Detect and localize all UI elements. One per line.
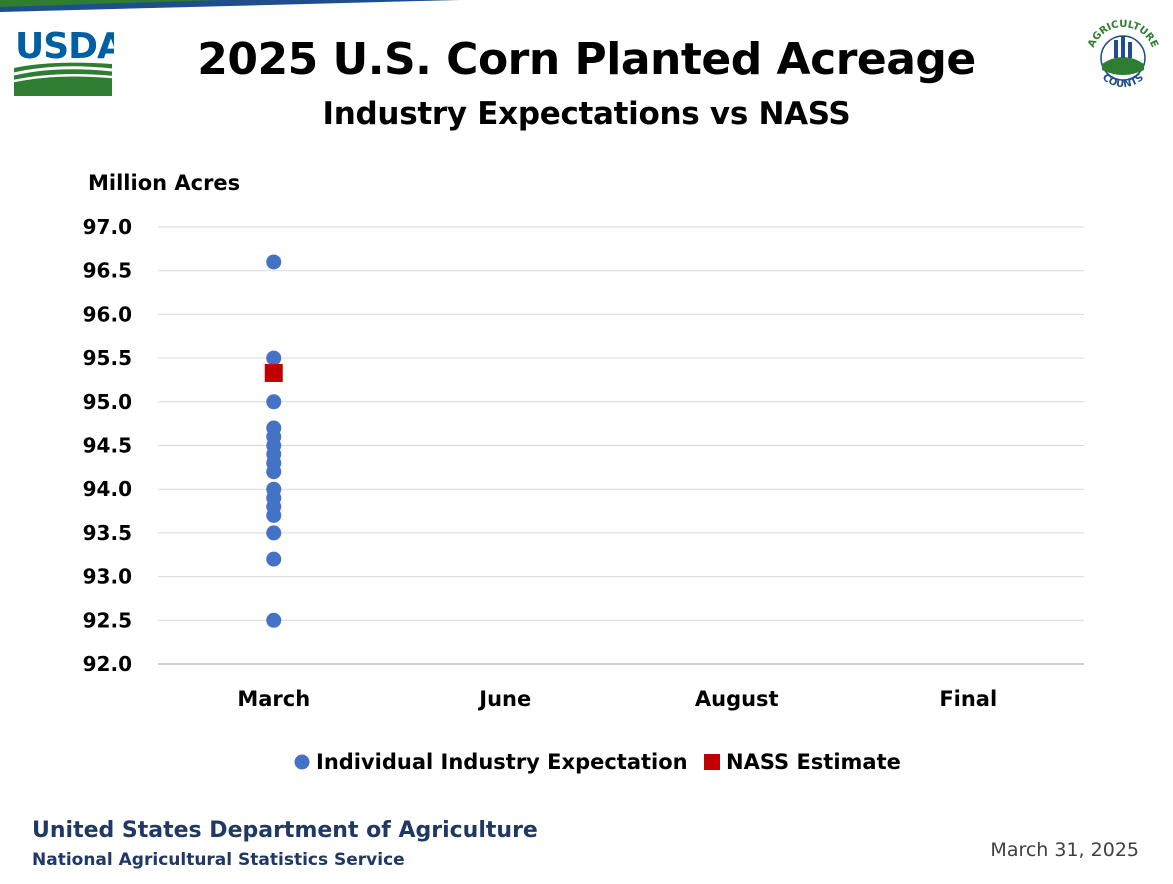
top-accent-band	[0, 0, 460, 12]
y-tick-label: 92.0	[83, 652, 132, 676]
x-tick-label: Final	[939, 687, 997, 711]
legend-label-nass: NASS Estimate	[726, 750, 901, 774]
y-tick-label: 92.5	[83, 608, 132, 632]
y-tick-label: 95.5	[83, 346, 132, 370]
y-axis-label: Million Acres	[88, 171, 240, 195]
x-tick-label: June	[477, 687, 531, 711]
footer-date: March 31, 2025	[990, 839, 1139, 861]
industry-expectation-point	[266, 612, 282, 628]
usda-logo-text: USDA	[15, 26, 114, 67]
usda-logo: USDA	[13, 26, 114, 96]
scatter-chart: Million Acres 92.0 92.5 93.0 93.5 94.0 94.5 95…	[83, 171, 1084, 774]
legend-marker-expectation	[294, 754, 310, 770]
chart-subtitle: Industry Expectations vs NASS	[322, 96, 851, 132]
industry-expectation-point	[266, 394, 282, 410]
data-points	[264, 254, 283, 628]
industry-expectation-point	[266, 507, 282, 523]
gridlines	[158, 226, 1084, 665]
y-tick-label: 94.5	[83, 434, 132, 458]
footer-organization: United States Department of Agriculture	[32, 818, 538, 843]
legend: Individual Industry Expectation NASS Esti…	[294, 750, 901, 774]
chart-title: 2025 U.S. Corn Planted Acreage	[197, 34, 976, 85]
y-tick-label: 95.0	[83, 390, 132, 414]
y-tick-label: 94.0	[83, 477, 132, 501]
footer-agency: National Agricultural Statistics Service	[32, 850, 405, 870]
x-tick-label: March	[237, 687, 310, 711]
svg-text:COUNTS: COUNTS	[1100, 72, 1146, 90]
industry-expectation-point	[266, 350, 282, 366]
industry-expectation-point	[266, 551, 282, 567]
legend-marker-nass	[704, 754, 720, 770]
y-tick-labels: 92.0 92.5 93.0 93.5 94.0 94.5 95.0 95.5 96.0 96.5…	[83, 215, 132, 676]
agriculture-counts-seal: AGRICULTURE COUNTS	[1086, 19, 1160, 90]
industry-expectation-point	[266, 525, 282, 541]
industry-expectation-point	[266, 464, 282, 480]
industry-expectation-point	[266, 254, 282, 270]
x-tick-label: August	[695, 687, 779, 711]
legend-label-expectation: Individual Industry Expectation	[316, 750, 688, 774]
seal-bottom-text: COUNTS	[1100, 72, 1146, 90]
y-tick-label: 93.5	[83, 521, 132, 545]
y-tick-label: 97.0	[83, 215, 132, 239]
y-tick-label: 93.0	[83, 565, 132, 589]
y-tick-label: 96.5	[83, 259, 132, 283]
y-tick-label: 96.0	[83, 302, 132, 326]
x-tick-labels: March June August Final	[237, 687, 997, 711]
nass-estimate-point	[264, 363, 283, 382]
